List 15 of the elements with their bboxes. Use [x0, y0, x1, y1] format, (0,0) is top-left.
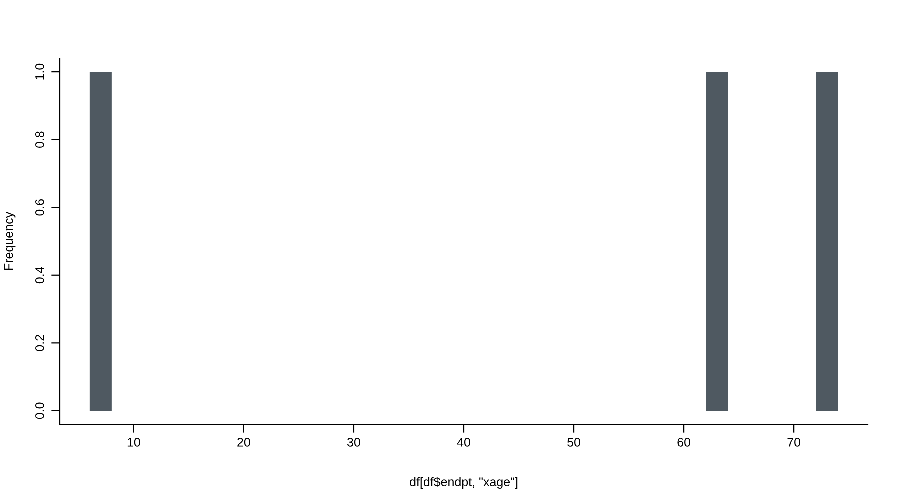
- x-tick-label: 40: [457, 438, 470, 447]
- y-tick-label: 1.0: [35, 64, 44, 80]
- y-tick-label: 0.0: [35, 402, 44, 420]
- y-axis-title: Frequency: [4, 212, 16, 270]
- x-tick-label: 50: [568, 438, 580, 447]
- x-tick-label: 60: [678, 438, 691, 447]
- x-tick-label: 10: [128, 438, 140, 447]
- y-tick-label: 0.6: [35, 199, 44, 216]
- x-tick-label: 70: [788, 438, 801, 447]
- x-tick-label: 20: [238, 438, 250, 447]
- x-axis-title: df[df$endpt, "xage"]: [410, 477, 518, 489]
- y-tick-label: 0.2: [35, 335, 44, 352]
- y-tick-label: 0.4: [35, 267, 44, 284]
- x-tick-label: 30: [348, 438, 360, 447]
- y-tick-label: 0.8: [35, 132, 44, 148]
